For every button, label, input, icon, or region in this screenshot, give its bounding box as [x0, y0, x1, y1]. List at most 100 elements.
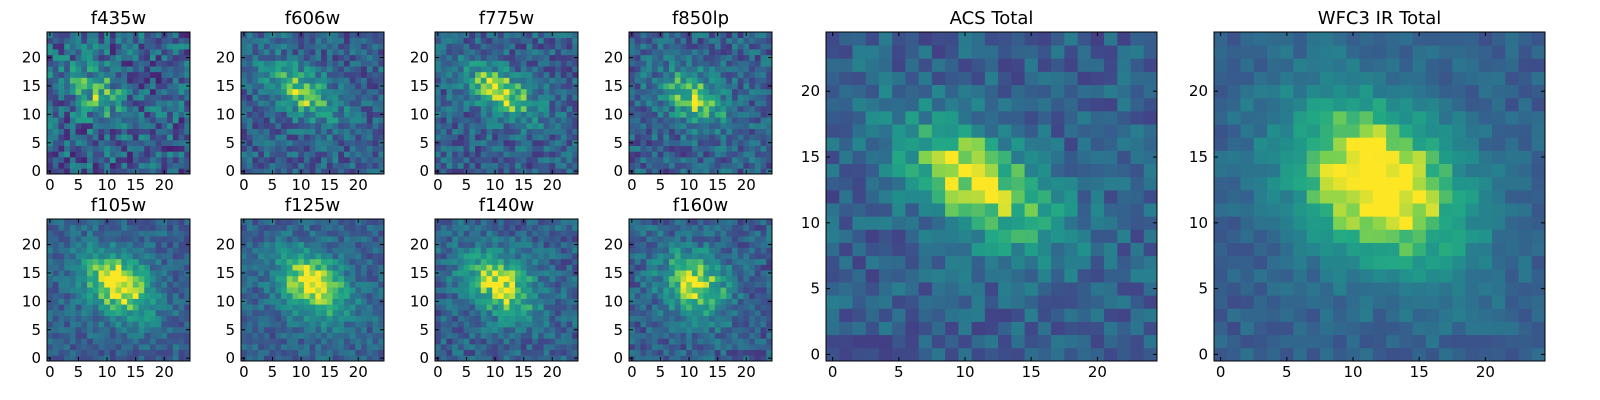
- heatmap-cell: [749, 77, 756, 84]
- heatmap-cell: [526, 54, 533, 61]
- heatmap-cell: [115, 54, 122, 61]
- heatmap-cell: [315, 219, 322, 226]
- heatmap-cell: [572, 315, 579, 322]
- heatmap-cell: [480, 241, 487, 248]
- heatmap-cell: [75, 145, 82, 152]
- heatmap-cell: [343, 83, 351, 90]
- heatmap-cell: [92, 32, 99, 39]
- heatmap-cell: [332, 54, 339, 61]
- heatmap-cell: [674, 122, 681, 129]
- heatmap-cell: [69, 236, 76, 243]
- heatmap-cell: [343, 304, 351, 311]
- heatmap-cell: [87, 343, 94, 351]
- heatmap-cell: [52, 43, 59, 50]
- heatmap-cell: [651, 292, 658, 299]
- heatmap-cell: [64, 230, 71, 237]
- heatmap-cell: [749, 309, 756, 316]
- heatmap-cell: [480, 49, 487, 56]
- heatmap-cell: [680, 151, 687, 158]
- heatmap-cell: [98, 168, 105, 175]
- heatmap-cell: [543, 224, 550, 231]
- heatmap-cell: [743, 309, 750, 316]
- heatmap-cell: [167, 88, 174, 95]
- heatmap-cell: [349, 43, 356, 50]
- heatmap-cell: [315, 258, 322, 265]
- heatmap-cell: [326, 151, 333, 158]
- heatmap-cell: [560, 49, 567, 56]
- heatmap-cell: [657, 145, 664, 152]
- heatmap-cell: [115, 281, 122, 288]
- heatmap-cell: [469, 66, 476, 73]
- heatmap-cell: [509, 224, 516, 231]
- heatmap-cell: [252, 309, 259, 316]
- heatmap-cell: [515, 49, 522, 56]
- heatmap-cell: [457, 66, 464, 73]
- heatmap-cell: [691, 321, 699, 328]
- heatmap-cell: [127, 321, 134, 328]
- heatmap-cell: [121, 122, 128, 129]
- heatmap-cell: [149, 60, 157, 67]
- heatmap-cell: [697, 304, 704, 311]
- heatmap-cell: [543, 326, 550, 333]
- heatmap-cell: [184, 321, 191, 328]
- heatmap-cell: [167, 258, 174, 265]
- heatmap-cell: [452, 105, 459, 112]
- heatmap-cell: [555, 253, 562, 260]
- heatmap-cell: [572, 117, 579, 124]
- heatmap-cell: [81, 338, 88, 345]
- heatmap-cell: [338, 287, 345, 294]
- heatmap-cell: [766, 156, 773, 164]
- heatmap-cell: [463, 247, 470, 254]
- heatmap-cell: [81, 355, 88, 362]
- heatmap-cell: [754, 139, 761, 146]
- heatmap-cell: [726, 315, 733, 322]
- heatmap-cell: [281, 71, 288, 78]
- heatmap-cell: [115, 43, 122, 50]
- heatmap-cell: [75, 349, 82, 356]
- heatmap-cell: [709, 349, 716, 356]
- heatmap-cell: [98, 134, 105, 141]
- heatmap-cell: [52, 32, 59, 39]
- heatmap-cell: [766, 281, 773, 288]
- heatmap-cell: [98, 258, 105, 265]
- heatmap-cell: [566, 253, 573, 260]
- heatmap-cell: [361, 168, 368, 175]
- heatmap-cell: [47, 145, 54, 152]
- heatmap-cell: [109, 37, 117, 44]
- heatmap-cell: [566, 134, 573, 141]
- heatmap-cell: [104, 281, 111, 288]
- heatmap-cell: [343, 122, 351, 129]
- heatmap-cell: [469, 304, 476, 311]
- heatmap-cell: [760, 83, 767, 90]
- heatmap-cell: [663, 60, 670, 67]
- heatmap-cell: [326, 105, 333, 112]
- heatmap-cell: [281, 111, 288, 118]
- heatmap-cell: [663, 287, 670, 294]
- heatmap-cell: [515, 326, 522, 333]
- heatmap-cell: [440, 258, 447, 265]
- heatmap-cell: [366, 275, 373, 282]
- heatmap-cell: [492, 332, 499, 339]
- heatmap-cell: [674, 71, 681, 78]
- heatmap-cell: [132, 241, 139, 248]
- heatmap-cell: [555, 134, 562, 141]
- heatmap-cell: [532, 88, 539, 95]
- heatmap-cell: [457, 105, 464, 112]
- heatmap-cell: [309, 287, 316, 294]
- heatmap-cell: [349, 134, 356, 141]
- heatmap-cell: [537, 298, 545, 305]
- heatmap-cell: [47, 338, 54, 345]
- heatmap-cell: [475, 258, 482, 265]
- heatmap-cell: [252, 122, 259, 129]
- heatmap-cell: [246, 338, 253, 345]
- heatmap-cells: [629, 219, 773, 362]
- heatmap-cell: [515, 315, 522, 322]
- heatmap-cell: [486, 343, 493, 351]
- heatmap-cell: [463, 338, 470, 345]
- heatmap-cell: [275, 134, 282, 141]
- heatmap-cell: [69, 230, 76, 237]
- heatmap-cell: [754, 355, 761, 362]
- heatmap-cell: [743, 111, 750, 118]
- heatmap-cell: [52, 270, 59, 277]
- heatmap-cell: [543, 43, 550, 50]
